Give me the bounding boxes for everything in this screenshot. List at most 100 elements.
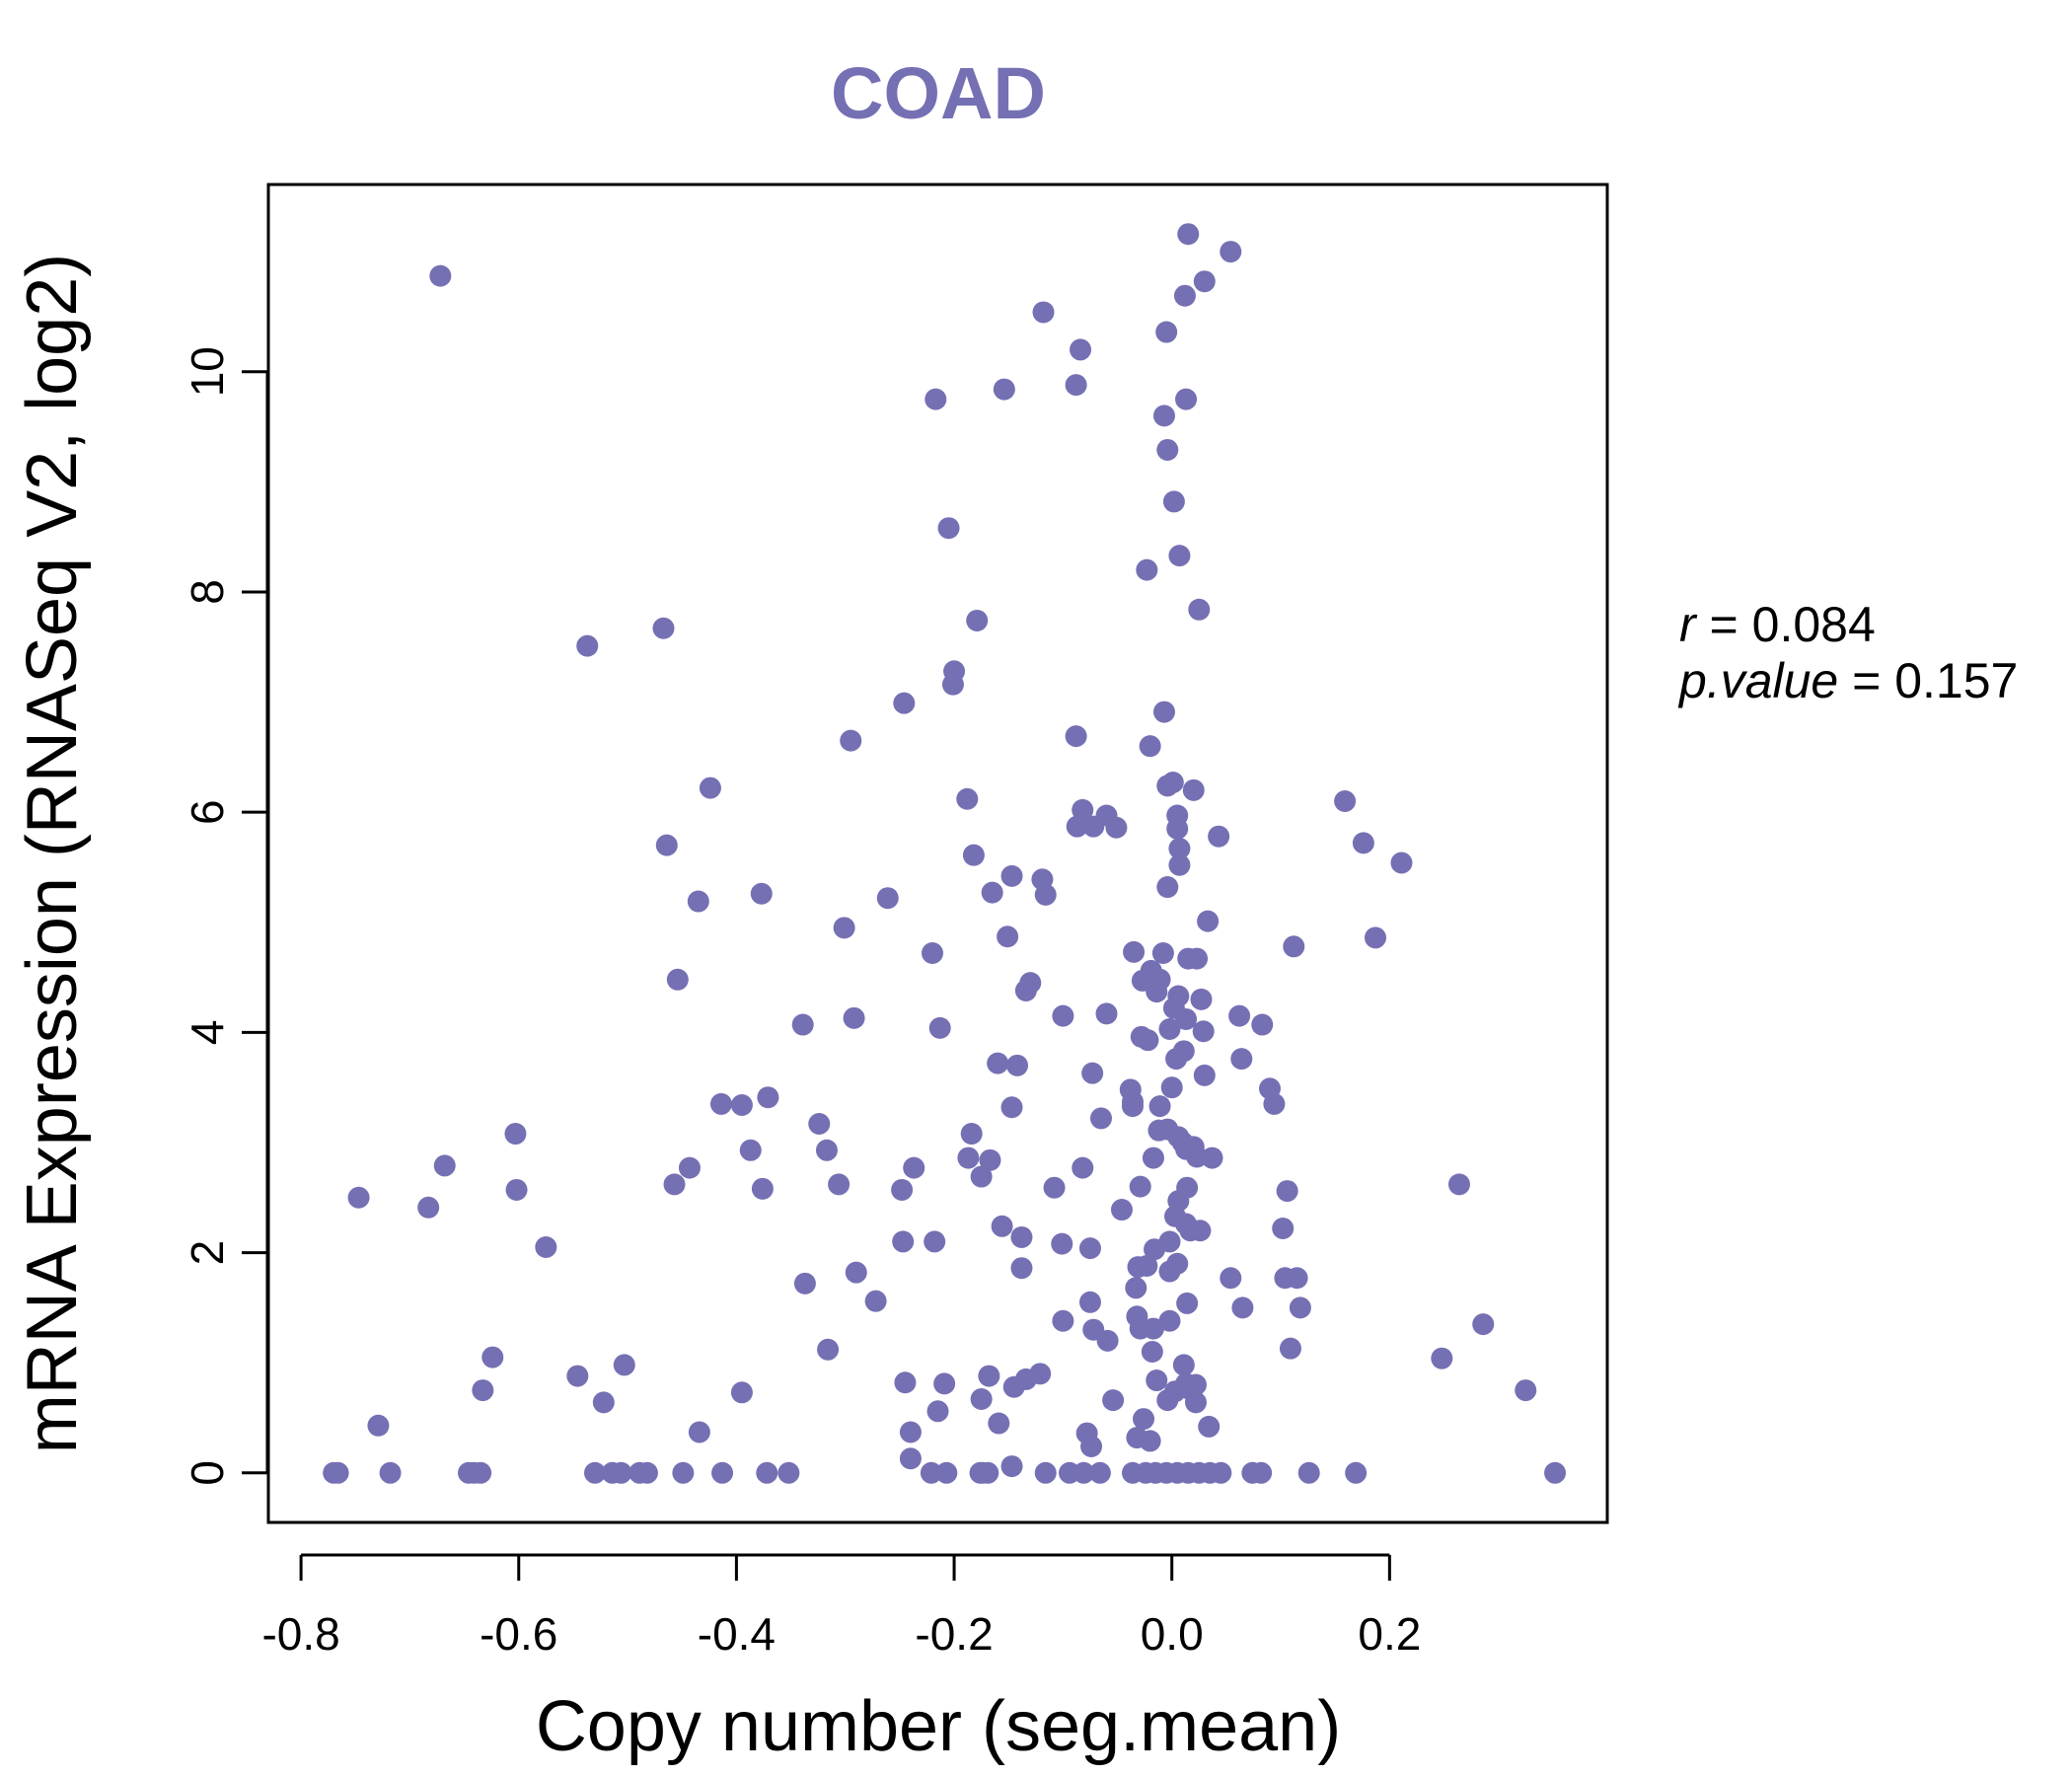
data-point <box>1136 1254 1158 1277</box>
data-point <box>1000 864 1023 887</box>
data-point <box>1250 1461 1273 1484</box>
data-point <box>1065 374 1087 397</box>
data-point <box>1105 816 1128 839</box>
data-point <box>894 1371 917 1394</box>
data-point <box>843 1006 865 1029</box>
y-axis: 0 2 4 6 8 10 <box>182 346 269 1486</box>
data-point <box>1151 942 1174 965</box>
r-label: r <box>1679 597 1698 652</box>
data-point <box>1172 1354 1195 1376</box>
data-point <box>960 1123 983 1146</box>
data-point <box>921 942 943 965</box>
data-point <box>1139 735 1161 758</box>
data-point <box>1152 701 1175 723</box>
data-point <box>610 1461 632 1484</box>
data-point <box>1272 1218 1295 1240</box>
data-point <box>730 1094 753 1117</box>
y-axis-label: mRNA Expression (RNASeq V2, log2) <box>13 254 92 1453</box>
data-point <box>672 1461 695 1484</box>
data-point <box>347 1186 370 1209</box>
data-point <box>892 1230 915 1253</box>
data-point <box>987 1052 1009 1074</box>
data-point <box>979 1148 1001 1171</box>
data-point <box>1125 1277 1147 1299</box>
data-point <box>1263 1092 1286 1115</box>
data-point <box>1447 1173 1470 1196</box>
data-point <box>1006 1054 1029 1076</box>
data-point <box>1220 1267 1242 1290</box>
data-point <box>970 1388 993 1411</box>
x-tick-label: -0.4 <box>698 1608 776 1660</box>
data-point <box>535 1235 557 1258</box>
data-point <box>666 968 689 991</box>
data-point <box>1152 405 1175 427</box>
data-point <box>1197 910 1220 932</box>
data-point <box>1190 988 1213 1010</box>
data-point <box>1175 1007 1198 1030</box>
data-point <box>739 1139 762 1161</box>
data-point <box>997 925 1019 948</box>
data-point <box>1173 284 1196 307</box>
data-point <box>840 729 862 752</box>
x-axis: -0.8 -0.6 -0.4 -0.2 0.0 0.2 <box>261 1553 1421 1660</box>
data-point <box>899 1421 922 1443</box>
data-point <box>1186 947 1209 970</box>
data-point <box>1148 1095 1171 1118</box>
data-point <box>1080 1435 1103 1457</box>
data-point <box>688 1421 710 1443</box>
data-point <box>1161 772 1184 794</box>
data-point <box>1193 270 1216 293</box>
data-point <box>1066 815 1088 838</box>
data-point <box>1160 1076 1183 1099</box>
data-point <box>1139 1430 1161 1452</box>
data-point <box>709 1092 732 1115</box>
data-point <box>1051 1232 1073 1255</box>
data-point <box>1158 1309 1181 1332</box>
data-point <box>1189 1220 1212 1242</box>
r-value: 0.084 <box>1752 597 1876 652</box>
data-point <box>1000 1455 1023 1478</box>
data-point <box>1158 1260 1181 1283</box>
data-point <box>1052 1309 1074 1332</box>
r-statistic: r = 0.084 <box>1679 597 1876 652</box>
data-point <box>1102 1389 1125 1412</box>
x-tick-label: -0.6 <box>480 1608 557 1660</box>
data-point <box>969 1461 992 1484</box>
data-point <box>935 1461 958 1484</box>
data-point <box>1188 598 1211 621</box>
y-tick-label: 6 <box>182 799 233 825</box>
data-point <box>1144 1238 1166 1261</box>
data-point <box>1228 1004 1251 1027</box>
data-point <box>1014 979 1037 1001</box>
data-point <box>833 917 855 939</box>
data-point <box>1231 1296 1254 1319</box>
data-point <box>730 1381 753 1404</box>
y-tick-label: 10 <box>182 346 233 397</box>
data-point <box>1168 853 1191 876</box>
data-point <box>1010 1257 1033 1280</box>
data-point <box>817 1338 840 1361</box>
data-point <box>1230 1048 1253 1071</box>
data-point <box>1515 1379 1537 1402</box>
data-point <box>791 1013 814 1036</box>
data-point <box>957 1147 980 1169</box>
data-point <box>920 1461 942 1484</box>
data-point <box>962 844 985 866</box>
data-point <box>1184 1373 1207 1396</box>
data-point <box>893 692 916 714</box>
data-point <box>757 1086 779 1109</box>
data-point <box>1096 1329 1119 1352</box>
data-point <box>472 1379 494 1402</box>
data-point <box>891 1178 914 1201</box>
data-point <box>1184 1391 1207 1414</box>
data-point <box>1141 1341 1163 1364</box>
data-point <box>1034 883 1057 906</box>
data-point <box>505 1178 528 1201</box>
data-point <box>751 1177 774 1200</box>
y-tick-label: 2 <box>182 1240 233 1266</box>
data-point <box>1002 1375 1025 1398</box>
data-point <box>1276 1180 1298 1203</box>
data-point <box>1210 1461 1232 1484</box>
